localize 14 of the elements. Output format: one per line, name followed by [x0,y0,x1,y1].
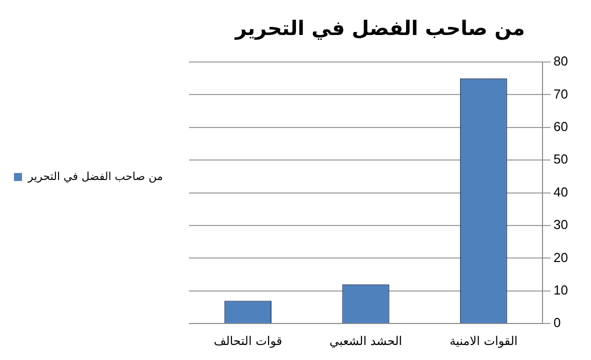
y-tick-label: 80 [554,54,568,69]
legend-label: من صاحب الفضل في التحرير [28,170,163,183]
y-tick-label: 30 [554,217,568,232]
y-tick-label: 20 [554,250,568,265]
x-tick-label: قوات التحالف [214,334,282,348]
y-tick-label: 60 [554,118,568,134]
y-tick-label: 50 [554,152,568,167]
x-tick-label: القوات الامنية [450,334,518,348]
y-tick-label: 40 [554,184,568,200]
y-tick-label: 0 [554,315,561,330]
x-tick-label: الحشد الشعبي [329,334,402,348]
y-tick-label: 10 [554,282,568,298]
chart-title: من صاحب الفضل في التحرير [234,16,525,40]
y-tick-label: 70 [554,86,568,102]
